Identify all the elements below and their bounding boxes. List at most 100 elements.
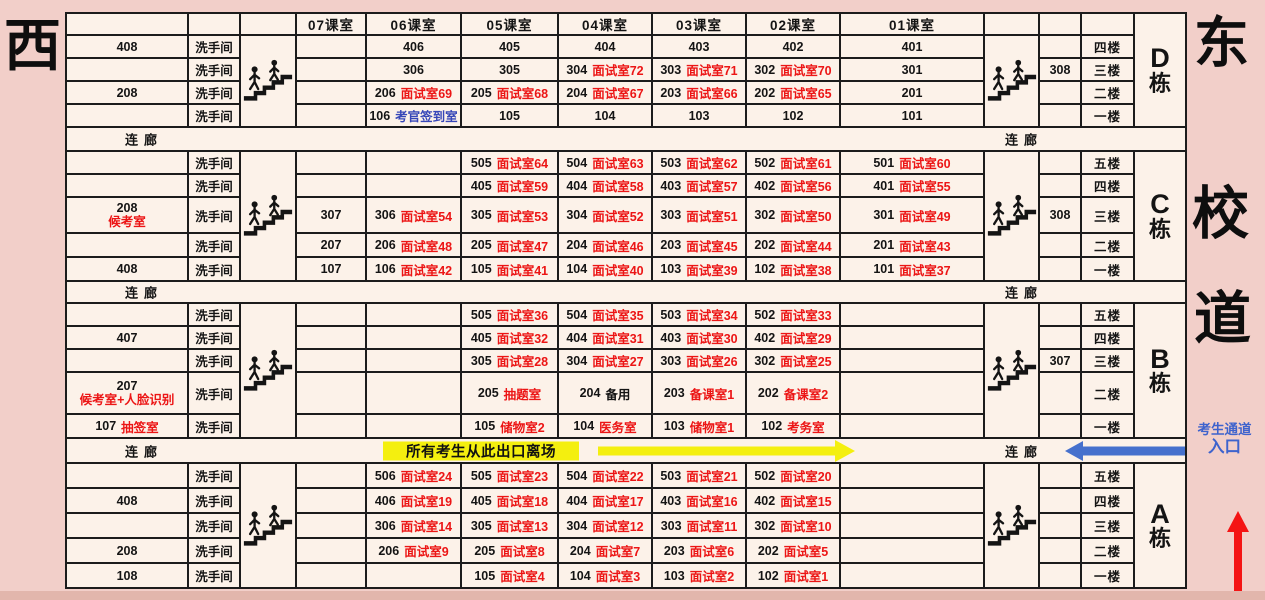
room-cell: 101 xyxy=(841,105,983,126)
room-cell: 403 面试室16 xyxy=(653,489,745,512)
room-cell: 102 xyxy=(747,105,839,126)
classroom-header-label: 07课室 xyxy=(307,18,355,33)
room-label: 候考室 xyxy=(108,215,146,229)
stairs-icon xyxy=(243,194,293,236)
room-number: 401 xyxy=(873,178,895,193)
floor-label: 五楼 xyxy=(1093,309,1121,323)
room-cell: 503 面试室34 xyxy=(653,304,745,325)
room-label: 面试室60 xyxy=(899,157,951,171)
room-label: 面试室48 xyxy=(400,239,453,254)
room-cell: 105 储物室2 xyxy=(462,415,557,437)
room-label: 面试室14 xyxy=(400,520,453,534)
room-number: 505 xyxy=(470,155,492,170)
room-cell: 304 面试室52 xyxy=(559,198,651,232)
room-number: 505 xyxy=(470,307,492,322)
empty-cell xyxy=(67,152,187,173)
empty-cell xyxy=(1040,14,1080,34)
room-label: 面试室36 xyxy=(496,309,549,323)
empty-cell xyxy=(1040,175,1080,196)
empty-cell xyxy=(297,175,365,196)
room-number: 307 xyxy=(320,208,342,222)
room-number: 404 xyxy=(566,493,588,508)
room-label: 面试室33 xyxy=(780,309,832,323)
room-label: 面试室26 xyxy=(686,355,738,369)
room-number: 207 xyxy=(116,378,138,393)
room-label: 面试室54 xyxy=(400,209,453,224)
room-number: 204 xyxy=(566,238,588,252)
building-suffix: 栋 xyxy=(1148,70,1171,96)
room-number: 204 xyxy=(566,85,588,100)
room-number: 103 xyxy=(688,108,710,123)
empty-cell xyxy=(297,415,365,437)
room-number: 205 xyxy=(474,543,496,558)
empty-cell xyxy=(841,564,983,587)
room-number: 302 xyxy=(754,353,776,368)
floor-label: 二楼 xyxy=(1093,387,1121,402)
room-cell: 305 面试室28 xyxy=(462,350,557,371)
floor-label-cell: 三楼 xyxy=(1082,198,1133,232)
empty-cell xyxy=(367,152,460,173)
room-label: 面试室56 xyxy=(780,180,832,194)
floor-label: 一楼 xyxy=(1093,110,1121,124)
room-cell: 202 备课室2 xyxy=(747,373,839,413)
room-number: 208 xyxy=(116,85,138,100)
empty-cell xyxy=(1040,327,1080,348)
floor-label: 三楼 xyxy=(1093,520,1121,534)
floor-label: 一楼 xyxy=(1093,263,1121,278)
classroom-header-label: 05课室 xyxy=(486,18,533,33)
empty-cell xyxy=(1040,105,1080,126)
room-label: 面试室45 xyxy=(686,239,738,254)
room-cell: 305 xyxy=(462,59,557,80)
room-cell: 301 xyxy=(841,59,983,80)
room-number: 503 xyxy=(660,307,682,322)
room-number: 502 xyxy=(754,307,776,322)
washroom-cell: 洗手间 xyxy=(189,539,239,562)
room-label: 面试室13 xyxy=(496,520,549,534)
room-label: 面试室42 xyxy=(400,263,453,278)
floor-label-cell: 二楼 xyxy=(1082,234,1133,256)
room-number: 304 xyxy=(566,353,588,368)
washroom-cell: 洗手间 xyxy=(189,36,239,57)
empty-cell xyxy=(297,539,365,562)
empty-cell xyxy=(367,304,460,325)
room-cell: 401 xyxy=(841,36,983,57)
washroom-label: 洗手间 xyxy=(195,470,233,484)
washroom-cell: 洗手间 xyxy=(189,105,239,126)
floor-label-cell: 五楼 xyxy=(1082,304,1133,325)
room-number: 306 xyxy=(374,208,396,222)
floor-label: 三楼 xyxy=(1093,209,1121,224)
floor-label-cell: 一楼 xyxy=(1082,258,1133,280)
room-number: 301 xyxy=(873,208,895,222)
empty-cell xyxy=(1040,258,1080,280)
room-cell: 203 备课室1 xyxy=(653,373,745,413)
room-cell: 303 面试室51 xyxy=(653,198,745,232)
room-number: 504 xyxy=(566,155,588,170)
room-label: 面试室66 xyxy=(686,87,738,101)
floor-label-cell: 三楼 xyxy=(1082,59,1133,80)
room-cell: 302 面试室10 xyxy=(747,514,839,537)
room-label: 面试室19 xyxy=(400,495,453,509)
room-cell: 303 面试室71 xyxy=(653,59,745,80)
room-cell: 504 面试室63 xyxy=(559,152,651,173)
room-number: 107 xyxy=(95,419,117,433)
building-suffix: 栋 xyxy=(1148,216,1171,242)
empty-cell xyxy=(297,564,365,587)
empty-cell xyxy=(297,152,365,173)
stairs-icon xyxy=(987,504,1036,546)
room-cell: 402 xyxy=(747,36,839,57)
room-number: 308 xyxy=(1049,62,1071,77)
room-label: 面试室39 xyxy=(686,263,738,278)
empty-cell xyxy=(67,350,187,371)
room-cell: 405 xyxy=(462,36,557,57)
room-number: 502 xyxy=(754,155,776,170)
room-cell: 502 面试室61 xyxy=(747,152,839,173)
room-cell: 104 面试室40 xyxy=(559,258,651,280)
room-cell: 406 xyxy=(367,36,460,57)
floor-label: 四楼 xyxy=(1093,41,1121,55)
room-label: 面试室65 xyxy=(780,87,832,101)
room-label: 面试室69 xyxy=(400,87,453,101)
room-cell: 207 候考室+人脸识别 xyxy=(67,373,187,413)
classroom-header: 02课室 xyxy=(747,14,839,34)
room-number: 305 xyxy=(470,353,492,368)
